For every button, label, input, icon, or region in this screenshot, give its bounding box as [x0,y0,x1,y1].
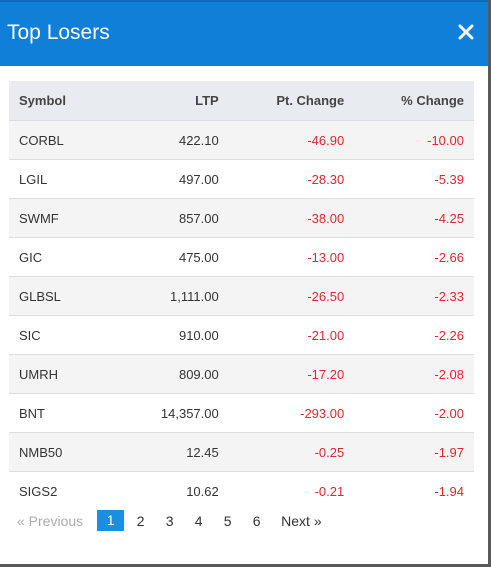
cell-symbol[interactable]: UMRH [9,354,122,394]
next-page-link[interactable]: Next » [281,512,322,529]
page-link-2[interactable]: 2 [136,512,145,529]
cell-pct-change: -5.39 [354,159,474,199]
header-ltp[interactable]: LTP [122,81,229,121]
cell-symbol[interactable]: GLBSL [9,276,122,316]
cell-symbol[interactable]: GIC [9,237,122,277]
cell-pct-change: -2.33 [354,276,474,316]
table-row[interactable]: LGIL 497.00 -28.30 -5.39 [9,159,474,199]
cell-pct-change: -2.26 [354,315,474,355]
page-link-6[interactable]: 6 [252,512,261,529]
cell-ltp: 14,357.00 [122,393,229,433]
page-link-3[interactable]: 3 [165,512,174,529]
cell-ltp: 475.00 [122,237,229,277]
cell-symbol[interactable]: BNT [9,393,122,433]
page-link-5[interactable]: 5 [223,512,232,529]
cell-symbol[interactable]: NMB50 [9,432,122,472]
table-row[interactable]: GLBSL 1,111.00 -26.50 -2.33 [9,276,474,316]
cell-pt-change: -293.00 [228,393,355,433]
cell-pt-change: -38.00 [228,198,355,238]
cell-pct-change: -1.97 [354,432,474,472]
table-row[interactable]: NMB50 12.45 -0.25 -1.97 [9,432,474,472]
table-row[interactable]: GIC 475.00 -13.00 -2.66 [9,237,474,277]
cell-pt-change: -21.00 [228,315,355,355]
header-symbol[interactable]: Symbol [9,81,122,121]
losers-table: Symbol LTP Pt. Change % Change CORBL 422.… [9,81,474,510]
cell-symbol[interactable]: LGIL [9,159,122,199]
cell-ltp: 12.45 [122,432,229,472]
cell-symbol[interactable]: SIC [9,315,122,355]
table-row[interactable]: SIGS2 10.62 -0.21 -1.94 [9,471,474,510]
cell-pct-change: -2.08 [354,354,474,394]
previous-page-link[interactable]: « Previous [17,512,84,529]
cell-pt-change: -46.90 [228,120,355,160]
table-row[interactable]: UMRH 809.00 -17.20 -2.08 [9,354,474,394]
cell-ltp: 10.62 [122,471,229,510]
header-pt-change[interactable]: Pt. Change [228,81,355,121]
cell-pct-change: -4.25 [354,198,474,238]
pagination: « Previous 1 2 3 4 5 6 Next » [17,510,322,531]
cell-pt-change: -0.25 [228,432,355,472]
cell-symbol[interactable]: SIGS2 [9,471,122,510]
cell-pt-change: -28.30 [228,159,355,199]
cell-symbol[interactable]: CORBL [9,120,122,160]
page-link-1[interactable]: 1 [97,510,125,531]
cell-ltp: 857.00 [122,198,229,238]
cell-ltp: 809.00 [122,354,229,394]
cell-ltp: 1,111.00 [122,276,229,316]
table-row[interactable]: BNT 14,357.00 -293.00 -2.00 [9,393,474,433]
cell-symbol[interactable]: SWMF [9,198,122,238]
cell-pct-change: -2.66 [354,237,474,277]
cell-pt-change: -13.00 [228,237,355,277]
cell-ltp: 910.00 [122,315,229,355]
cell-ltp: 497.00 [122,159,229,199]
table-row[interactable]: SIC 910.00 -21.00 -2.26 [9,315,474,355]
table-row[interactable]: SWMF 857.00 -38.00 -4.25 [9,198,474,238]
cell-pt-change: -26.50 [228,276,355,316]
page-link-4[interactable]: 4 [194,512,203,529]
modal-title: Top Losers [7,21,110,44]
header-pct-change[interactable]: % Change [354,81,474,121]
cell-pct-change: -1.94 [354,471,474,510]
table-header-row: Symbol LTP Pt. Change % Change [9,81,474,121]
table-row[interactable]: CORBL 422.10 -46.90 -10.00 [9,120,474,160]
modal-header: Top Losers [0,0,488,66]
cell-pt-change: -17.20 [228,354,355,394]
cell-pct-change: -10.00 [354,120,474,160]
cell-pt-change: -0.21 [228,471,355,510]
cell-pct-change: -2.00 [354,393,474,433]
cell-ltp: 422.10 [122,120,229,160]
close-icon[interactable] [458,24,474,40]
